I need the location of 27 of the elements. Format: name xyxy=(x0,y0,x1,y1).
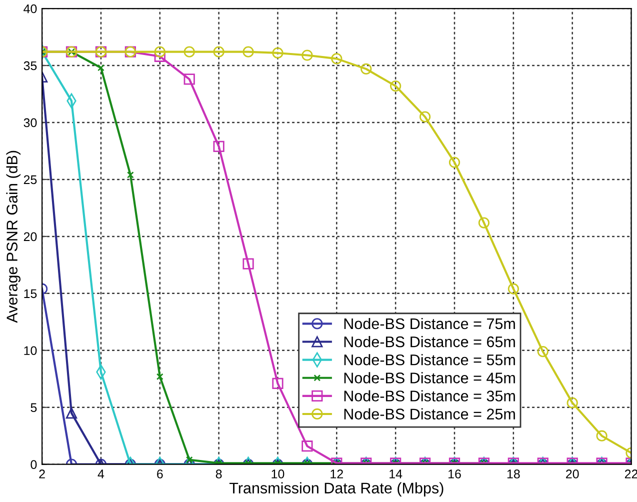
legend-label: Node-BS Distance = 65m xyxy=(344,336,515,348)
y-tick-label: 5 xyxy=(30,403,37,412)
legend-label: Node-BS Distance = 75m xyxy=(344,318,515,330)
x-tick-label: 18 xyxy=(507,470,520,478)
y-tick-label: 40 xyxy=(24,4,37,14)
x-tick-label: 8 xyxy=(216,470,222,478)
x-tick-label: 6 xyxy=(157,470,163,478)
y-tick-label: 25 xyxy=(24,175,37,184)
x-axis-title: Transmission Data Rate (Mbps) xyxy=(229,482,444,496)
x-tick-label: 10 xyxy=(272,470,284,478)
legend-label: Node-BS Distance = 45m xyxy=(344,372,515,384)
y-tick-label: 30 xyxy=(24,118,37,128)
y-tick-label: 0 xyxy=(30,460,37,469)
x-tick-label: 16 xyxy=(448,470,461,478)
x-tick-label: 4 xyxy=(98,470,104,478)
legend-label: Node-BS Distance = 55m xyxy=(344,354,515,366)
legend-label: Node-BS Distance = 35m xyxy=(344,390,515,402)
x-tick-label: 14 xyxy=(390,470,402,478)
y-tick-label: 10 xyxy=(24,346,37,356)
y-tick-label: 35 xyxy=(24,61,37,70)
legend-label: Node-BS Distance = 25m xyxy=(344,408,515,420)
x-tick-label: 2 xyxy=(39,470,45,478)
y-tick-label: 20 xyxy=(24,232,37,242)
x-tick-label: 12 xyxy=(330,470,343,478)
x-tick-label: 20 xyxy=(566,470,579,478)
y-axis-title: Average PSNR Gain (dB) xyxy=(6,150,20,323)
y-tick-label: 15 xyxy=(24,289,37,298)
